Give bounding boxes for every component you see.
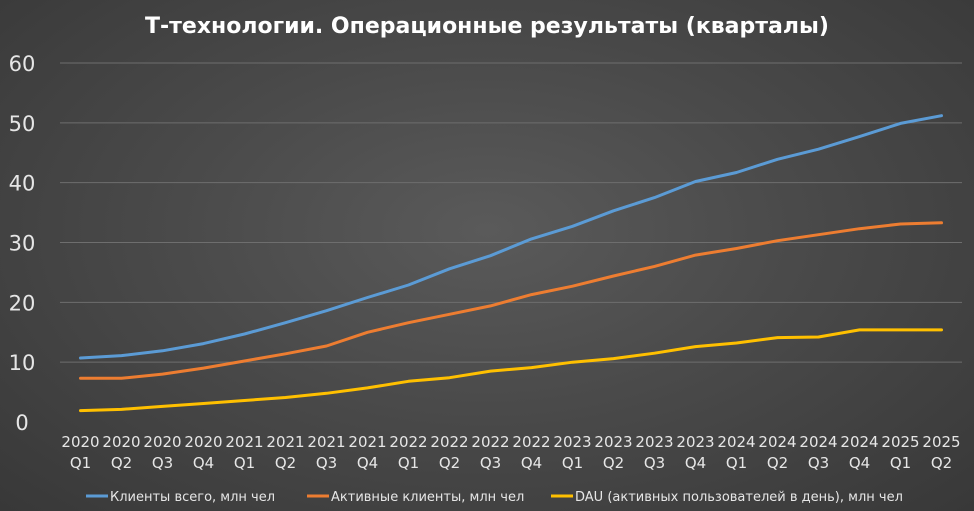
x-tick-label: 2025 Q1	[881, 433, 919, 472]
y-tick-label: 50	[9, 112, 36, 136]
x-tick-label: 2021 Q4	[348, 433, 386, 472]
x-tick-label: 2024 Q2	[758, 433, 796, 472]
x-tick-label: 2023 Q1	[553, 433, 591, 472]
x-tick-label: 2023 Q3	[635, 433, 673, 472]
series-line-1	[79, 221, 943, 380]
chart-title: Т-технологии. Операционные результаты (к…	[145, 14, 829, 39]
y-tick-label: 30	[9, 232, 36, 256]
x-tick-label: 2021 Q3	[307, 433, 345, 472]
x-tick-label: 2020 Q1	[61, 433, 99, 472]
y-tick-label: 10	[9, 351, 36, 375]
y-tick-label: 60	[9, 52, 36, 76]
y-axis-tick-labels: 0 10 20 30 40 50 60	[9, 52, 36, 435]
x-tick-label: 2022 Q3	[471, 433, 509, 472]
x-tick-label: 2020 Q3	[143, 433, 181, 472]
y-tick-label: 0	[15, 411, 28, 435]
x-tick-label: 2023 Q4	[676, 433, 714, 472]
x-tick-label: 2021 Q2	[266, 433, 304, 472]
legend: Клиенты всего, млн чел Активные клиенты, …	[86, 490, 903, 505]
x-tick-label: 2020 Q4	[184, 433, 222, 472]
y-tick-label: 40	[9, 172, 36, 196]
series-line-2	[79, 328, 943, 413]
x-tick-label: 2021 Q1	[225, 433, 263, 472]
x-tick-label: 2022 Q4	[512, 433, 550, 472]
series-line-0	[79, 114, 943, 360]
x-tick-label: 2022 Q1	[389, 433, 427, 472]
y-tick-label: 20	[9, 291, 36, 315]
gridlines	[60, 62, 962, 363]
x-tick-label: 2024 Q1	[717, 433, 755, 472]
legend-label: Активные клиенты, млн чел	[331, 490, 524, 505]
x-tick-label: 2022 Q2	[430, 433, 468, 472]
series-lines	[79, 114, 943, 413]
x-tick-label: 2024 Q4	[840, 433, 878, 472]
x-tick-label: 2020 Q2	[102, 433, 140, 472]
legend-label: Клиенты всего, млн чел	[110, 490, 275, 505]
x-tick-label: 2023 Q2	[594, 433, 632, 472]
x-tick-label: 2024 Q3	[799, 433, 837, 472]
x-tick-label: 2025 Q2	[922, 433, 960, 472]
legend-label: DAU (активных пользователей в день), млн…	[575, 490, 903, 505]
